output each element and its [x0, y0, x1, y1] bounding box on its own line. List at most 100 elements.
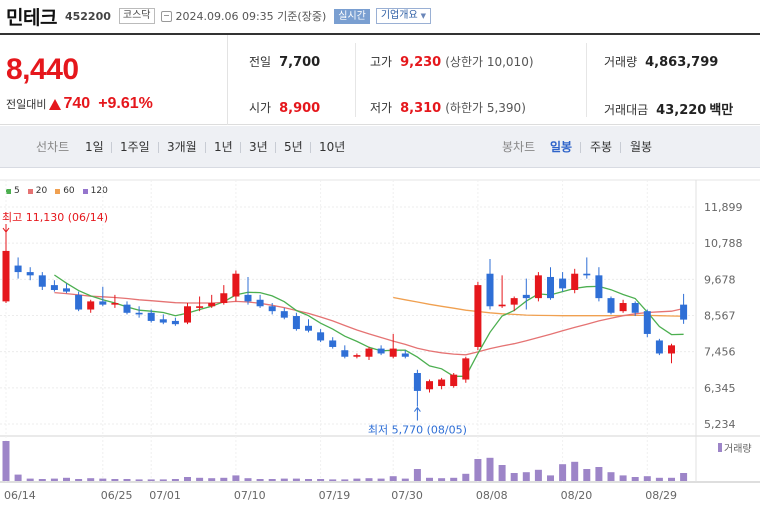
volume-bar: [522, 472, 530, 481]
volume-value: 4,863,799: [645, 55, 719, 70]
candle-down: [244, 294, 252, 302]
volume-label: 거래량: [604, 55, 638, 69]
candle-down: [631, 303, 639, 313]
company-overview-label: 기업개요: [380, 10, 418, 21]
price-change: 전일대비 740 +9.61%: [6, 95, 153, 113]
high-stat: 고가 9,230 (상한가 10,010): [370, 53, 534, 70]
legend-swatch: [82, 188, 88, 194]
low-arrow-head: [414, 406, 421, 412]
period-1d[interactable]: 1일: [85, 140, 104, 154]
up-triangle-icon: [49, 98, 62, 110]
market-badge: 코스닥: [118, 8, 155, 24]
divider: [586, 43, 587, 117]
candle-daily[interactable]: 일봉: [550, 140, 573, 154]
volume-bar: [268, 479, 276, 481]
candle-down: [63, 288, 70, 292]
candle-down: [401, 353, 409, 357]
amount-value: 43,220: [656, 103, 707, 118]
candle-up: [232, 273, 240, 297]
legend-ma20[interactable]: 20: [27, 186, 47, 196]
period-5y[interactable]: 5년: [284, 140, 303, 154]
volume-bar: [135, 479, 143, 481]
candle-down: [547, 276, 554, 299]
volume-bar: [38, 479, 46, 481]
legend-swatch: [55, 188, 61, 194]
low-label: 저가: [370, 101, 393, 115]
volume-bar: [438, 478, 446, 481]
volume-bar: [196, 477, 204, 481]
candle-down: [583, 273, 591, 276]
volume-bar: [534, 469, 542, 481]
x-tick-label: 06/14: [4, 489, 36, 502]
candle-up: [111, 303, 119, 305]
candle-down: [14, 265, 22, 273]
legend-ma5[interactable]: 5: [6, 186, 20, 196]
volume-bar: [450, 477, 458, 481]
stock-code: 452200: [64, 9, 111, 23]
period-3m[interactable]: 3개월: [167, 140, 197, 154]
candle-up: [220, 293, 228, 304]
volume-bar: [317, 479, 325, 481]
period-1w[interactable]: 1주일: [120, 140, 150, 154]
volume-stat: 거래량 4,863,799: [604, 53, 718, 70]
candle-up: [474, 285, 482, 347]
candle-monthly[interactable]: 월봉: [630, 140, 653, 154]
candle-up: [619, 303, 627, 312]
volume-bar: [341, 479, 349, 481]
volume-bar: [486, 457, 494, 481]
x-tick-label: 08/20: [561, 489, 593, 502]
candle-up: [353, 355, 361, 357]
ma5-line: [54, 274, 684, 377]
x-tick-label: 08/29: [645, 489, 677, 502]
amount-unit: 백만: [709, 103, 734, 118]
candle-down: [329, 340, 337, 347]
volume-bar: [184, 477, 191, 481]
period-toolbar: 선차트 1일 1주일 3개월 1년 3년 5년 10년 봉차트 일봉 주봉 월봉: [0, 126, 760, 168]
realtime-button[interactable]: 실시간: [334, 8, 370, 24]
period-10y[interactable]: 10년: [319, 140, 346, 154]
candle-down: [171, 320, 179, 325]
company-overview-dropdown[interactable]: 기업개요 ▼: [375, 8, 432, 24]
period-3y[interactable]: 3년: [249, 140, 268, 154]
high-annotation: 최고 11,130 (06/14): [2, 211, 108, 224]
candle-weekly[interactable]: 주봉: [590, 140, 613, 154]
candle-down: [292, 316, 300, 330]
current-price: 8,440: [6, 53, 79, 86]
candle-down: [256, 299, 264, 307]
volume-bar: [498, 465, 506, 481]
divider: [111, 142, 112, 153]
candle-down: [522, 294, 530, 299]
volume-bar: [559, 464, 567, 481]
volume-bar: [547, 475, 554, 481]
volume-bar: [462, 473, 470, 481]
y-tick-label: 5,234: [704, 418, 736, 431]
chevron-down-icon: ▼: [420, 12, 427, 20]
y-tick-label: 6,345: [704, 382, 736, 395]
candle-up: [668, 345, 675, 354]
candle-down: [413, 373, 421, 391]
volume-bar: [607, 472, 615, 481]
period-1y[interactable]: 1년: [214, 140, 233, 154]
high-label: 고가: [370, 55, 393, 69]
change-percent: +9.61%: [98, 95, 153, 112]
candle-down: [680, 304, 688, 320]
candle-up: [87, 301, 95, 310]
legend-swatch: [6, 188, 11, 194]
candle-down: [38, 275, 46, 287]
legend-ma120[interactable]: 120: [82, 186, 108, 196]
volume-bar: [111, 479, 119, 481]
y-tick-label: 11,899: [704, 201, 743, 214]
divider: [310, 142, 311, 153]
volume-bar: [75, 479, 83, 481]
candle-up: [438, 379, 446, 387]
candle-down: [559, 278, 567, 289]
divider: [620, 142, 621, 153]
volume-bar: [220, 477, 228, 481]
volume-bar: [571, 461, 579, 481]
stock-name: 민테크: [6, 6, 57, 29]
candle-down: [341, 350, 349, 357]
candle-up: [196, 306, 204, 308]
legend-ma60[interactable]: 60: [55, 186, 75, 196]
candle-down: [377, 348, 385, 354]
